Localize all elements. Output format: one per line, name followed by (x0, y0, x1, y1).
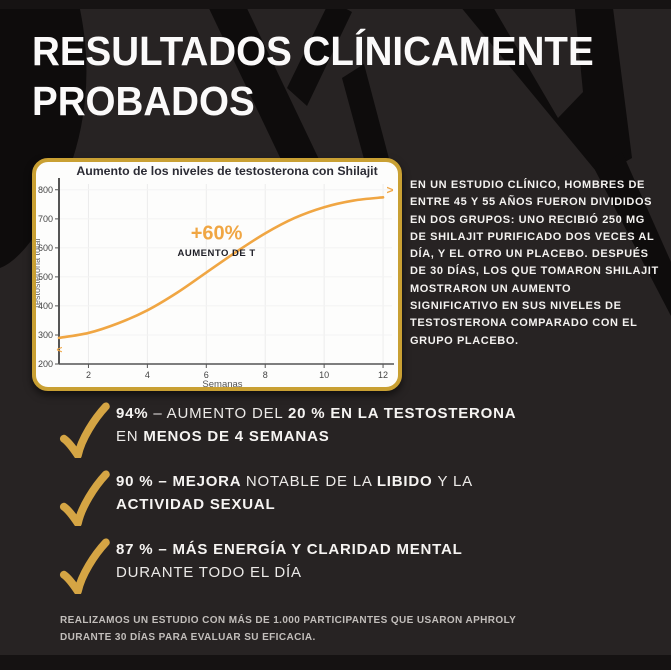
bottom-edge-band (0, 655, 671, 670)
svg-text:8: 8 (263, 370, 268, 380)
svg-text:Semanas: Semanas (202, 379, 242, 387)
page-title: RESULTADOS CLÍNICAMENTE PROBADOS (32, 26, 594, 126)
stat-bullet-2: 90 % – MEJORA NOTABLE DE LA LIBIDO Y LA … (56, 468, 518, 526)
stat-bullet-1: 94% – AUMENTO DEL 20 % EN LA TESTOSTERON… (56, 400, 518, 458)
checkmark-icon (59, 470, 110, 526)
svg-text:600: 600 (38, 243, 53, 253)
svg-text:<: < (57, 345, 63, 356)
svg-text:400: 400 (38, 301, 53, 311)
svg-text:Testosterona total: Testosterona total (36, 238, 42, 309)
svg-text:2: 2 (86, 370, 91, 380)
stat-bullet-3-text: 87 % – MÁS ENERGÍA Y CLARIDAD MENTAL DUR… (116, 541, 463, 581)
svg-text:500: 500 (38, 272, 53, 282)
svg-text:AUMENTO DE T: AUMENTO DE T (178, 248, 256, 259)
svg-text:+60%: +60% (191, 223, 243, 245)
svg-text:300: 300 (38, 330, 53, 340)
svg-text:200: 200 (38, 359, 53, 369)
svg-text:700: 700 (38, 214, 53, 224)
checkmark-icon (59, 402, 110, 458)
clinical-study-paragraph: EN UN ESTUDIO CLÍNICO, HOMBRES DE ENTRE … (410, 179, 659, 347)
stat-bullet-3: 87 % – MÁS ENERGÍA Y CLARIDAD MENTAL DUR… (56, 536, 518, 594)
study-disclaimer: REALIZAMOS UN ESTUDIO CON MÁS DE 1.000 P… (60, 615, 517, 643)
svg-text:>: > (386, 183, 393, 197)
page-title-line2: PROBADOS (32, 78, 255, 124)
top-edge-band (0, 0, 671, 9)
line-chart: Aumento de los niveles de testosterona c… (36, 164, 394, 387)
svg-text:4: 4 (145, 370, 150, 380)
stat-bullet-1-text: 94% – AUMENTO DEL 20 % EN LA TESTOSTERON… (116, 405, 516, 445)
svg-text:6: 6 (204, 370, 209, 380)
checkmark-icon (59, 538, 110, 594)
svg-text:12: 12 (378, 370, 388, 380)
svg-text:10: 10 (319, 370, 329, 380)
svg-text:Aumento de los niveles de test: Aumento de los niveles de testosterona c… (76, 164, 377, 178)
page-title-line1: RESULTADOS CLÍNICAMENTE (32, 28, 594, 74)
svg-text:800: 800 (38, 185, 53, 195)
stat-bullet-2-text: 90 % – MEJORA NOTABLE DE LA LIBIDO Y LA … (116, 473, 473, 513)
testosterone-chart-card: Aumento de los niveles de testosterona c… (32, 158, 402, 391)
